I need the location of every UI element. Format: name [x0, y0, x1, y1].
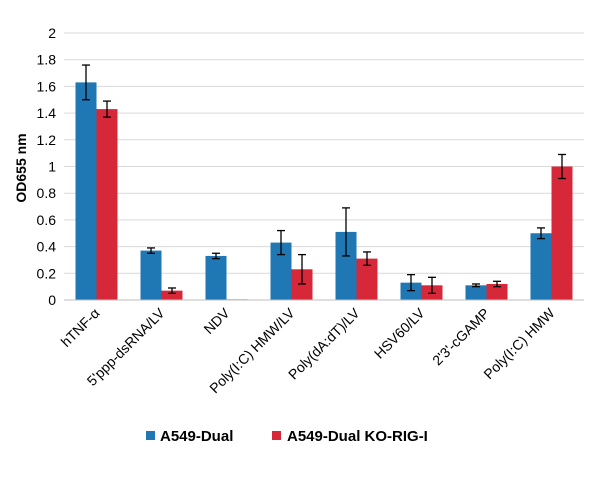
bar-a549-dual	[335, 231, 357, 300]
x-tick-label: 2'3'-cGAMP	[429, 305, 493, 369]
x-tick-label: NDV	[200, 304, 233, 337]
bars	[75, 82, 573, 301]
y-tick-label: 0.6	[37, 212, 57, 228]
y-tick-label: 1.6	[37, 78, 57, 94]
y-tick-label: 0.4	[37, 239, 57, 255]
bar-a549-dual-ko-rig-i	[161, 290, 183, 300]
bar-a549-dual	[140, 250, 162, 300]
legend: A549-Dual A549-Dual KO-RIG-I	[146, 428, 428, 445]
bar-a549-dual-ko-rig-i	[356, 258, 378, 300]
legend-label: A549-Dual KO-RIG-I	[287, 428, 428, 445]
x-tick-label: hTNF-α	[58, 305, 103, 350]
bar-a549-dual-ko-rig-i	[291, 269, 313, 300]
bar-a549-dual	[530, 233, 552, 300]
bar-a549-dual	[75, 82, 97, 301]
bar-a549-dual	[270, 242, 292, 300]
y-tick-label: 0	[48, 292, 56, 308]
bar-a549-dual	[400, 282, 422, 300]
y-tick-label: 1.4	[37, 105, 57, 121]
y-tick-label: 1.2	[37, 132, 57, 148]
bar-a549-dual-ko-rig-i	[551, 166, 573, 300]
y-tick-label: 0.8	[37, 185, 57, 201]
y-tick-label: 0.2	[37, 265, 57, 281]
x-tick-label: HSV60/LV	[371, 304, 428, 361]
bar-a549-dual-ko-rig-i	[96, 109, 118, 300]
gridlines	[64, 32, 584, 274]
bar-a549-dual	[205, 255, 227, 300]
legend-swatch	[272, 431, 281, 440]
y-tick-label: 2	[48, 25, 56, 41]
y-tick-label: 1.8	[37, 52, 57, 68]
legend-label: A549-Dual	[160, 428, 233, 445]
bar-a549-dual	[465, 285, 487, 300]
y-tick-label: 1	[48, 159, 56, 175]
legend-swatch	[146, 431, 155, 440]
y-axis-title: OD655 nm	[13, 133, 29, 202]
bar-a549-dual-ko-rig-i	[486, 283, 508, 300]
error-bars	[82, 64, 566, 294]
y-axis-ticks: 0 0.2 0.4 0.6 0.8 1 1.2 1.4 1.6 1.8 2	[37, 25, 57, 308]
